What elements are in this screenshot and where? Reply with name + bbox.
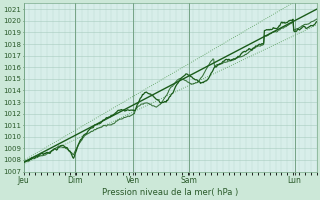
X-axis label: Pression niveau de la mer( hPa ): Pression niveau de la mer( hPa ) [102,188,238,197]
